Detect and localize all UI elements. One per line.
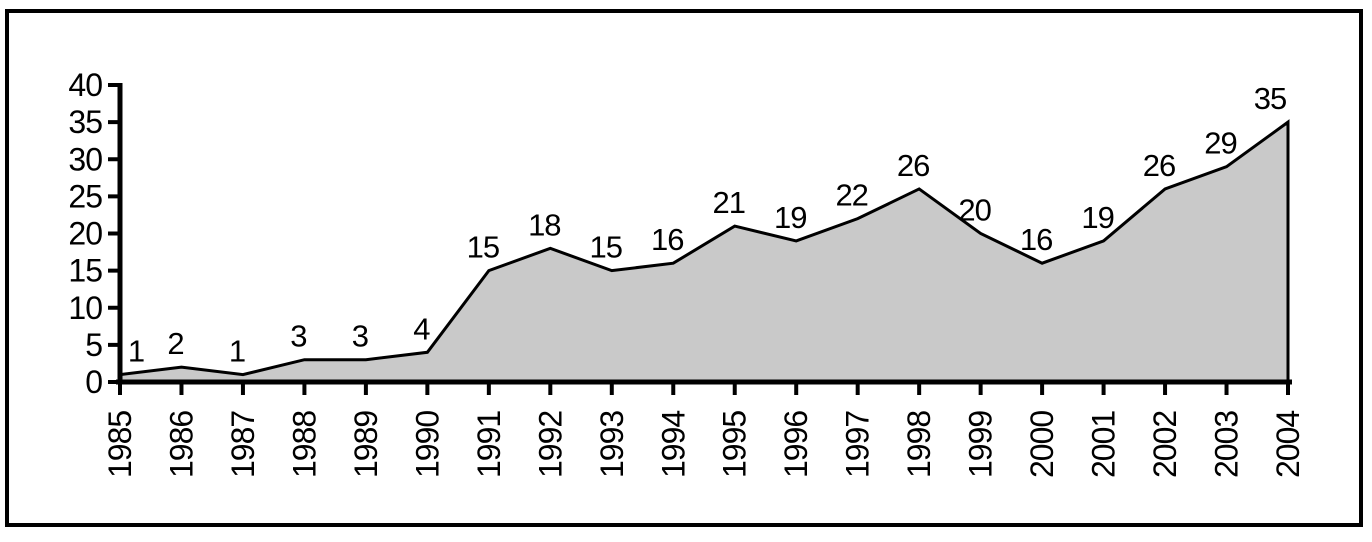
data-label: 26 [1143, 148, 1175, 183]
x-tick-label: 1993 [594, 411, 630, 478]
x-tick-label: 1998 [901, 411, 937, 478]
data-label: 22 [835, 178, 867, 213]
data-label: 35 [1254, 81, 1286, 116]
x-tick-label: 2004 [1270, 411, 1306, 478]
y-tick-label: 25 [68, 178, 102, 214]
x-tick-label: 2003 [1209, 411, 1245, 478]
y-tick-label: 30 [68, 141, 102, 177]
x-tick-label: 1989 [348, 411, 384, 478]
x-tick-label: 1996 [778, 411, 814, 478]
x-tick-label: 1992 [532, 411, 568, 478]
x-tick-label: 2000 [1024, 411, 1060, 478]
x-tick-label: 1991 [471, 411, 507, 478]
data-label: 1 [229, 334, 245, 369]
data-label: 18 [528, 207, 560, 242]
data-label: 15 [590, 230, 622, 265]
y-tick-label: 35 [68, 104, 102, 140]
y-tick-label: 15 [68, 253, 102, 289]
data-label: 29 [1204, 126, 1236, 161]
x-tick-label: 1999 [963, 411, 999, 478]
x-tick-label: 1986 [163, 411, 199, 478]
data-label: 1 [128, 334, 144, 369]
data-label: 19 [774, 200, 806, 235]
x-tick-label: 2002 [1147, 411, 1183, 478]
y-tick-label: 0 [85, 364, 102, 400]
y-tick-label: 40 [68, 67, 102, 103]
x-tick-label: 1995 [717, 411, 753, 478]
data-label: 16 [1020, 222, 1052, 257]
x-tick-label: 2001 [1086, 411, 1122, 478]
series-line [119, 119, 1290, 382]
data-label: 3 [352, 319, 368, 354]
data-label: 2 [167, 326, 183, 361]
x-tick-label: 1990 [409, 411, 445, 478]
data-label: 20 [958, 193, 991, 228]
y-tick-label: 10 [68, 290, 102, 326]
data-label: 21 [712, 185, 744, 220]
data-label: 16 [651, 222, 683, 257]
x-tick-label: 1988 [286, 411, 322, 478]
area-series-fill [120, 122, 1288, 382]
y-tick-label: 5 [85, 327, 102, 363]
data-label: 15 [467, 230, 499, 265]
x-tick-label: 1987 [225, 411, 261, 478]
y-tick-label: 20 [68, 216, 102, 252]
data-label: 19 [1081, 200, 1113, 235]
data-label: 4 [413, 311, 430, 346]
data-label: 3 [290, 319, 306, 354]
x-tick-label: 1985 [102, 411, 138, 478]
x-tick-label: 1997 [840, 411, 876, 478]
x-tick-label: 1994 [655, 411, 691, 478]
data-label: 26 [897, 148, 929, 183]
